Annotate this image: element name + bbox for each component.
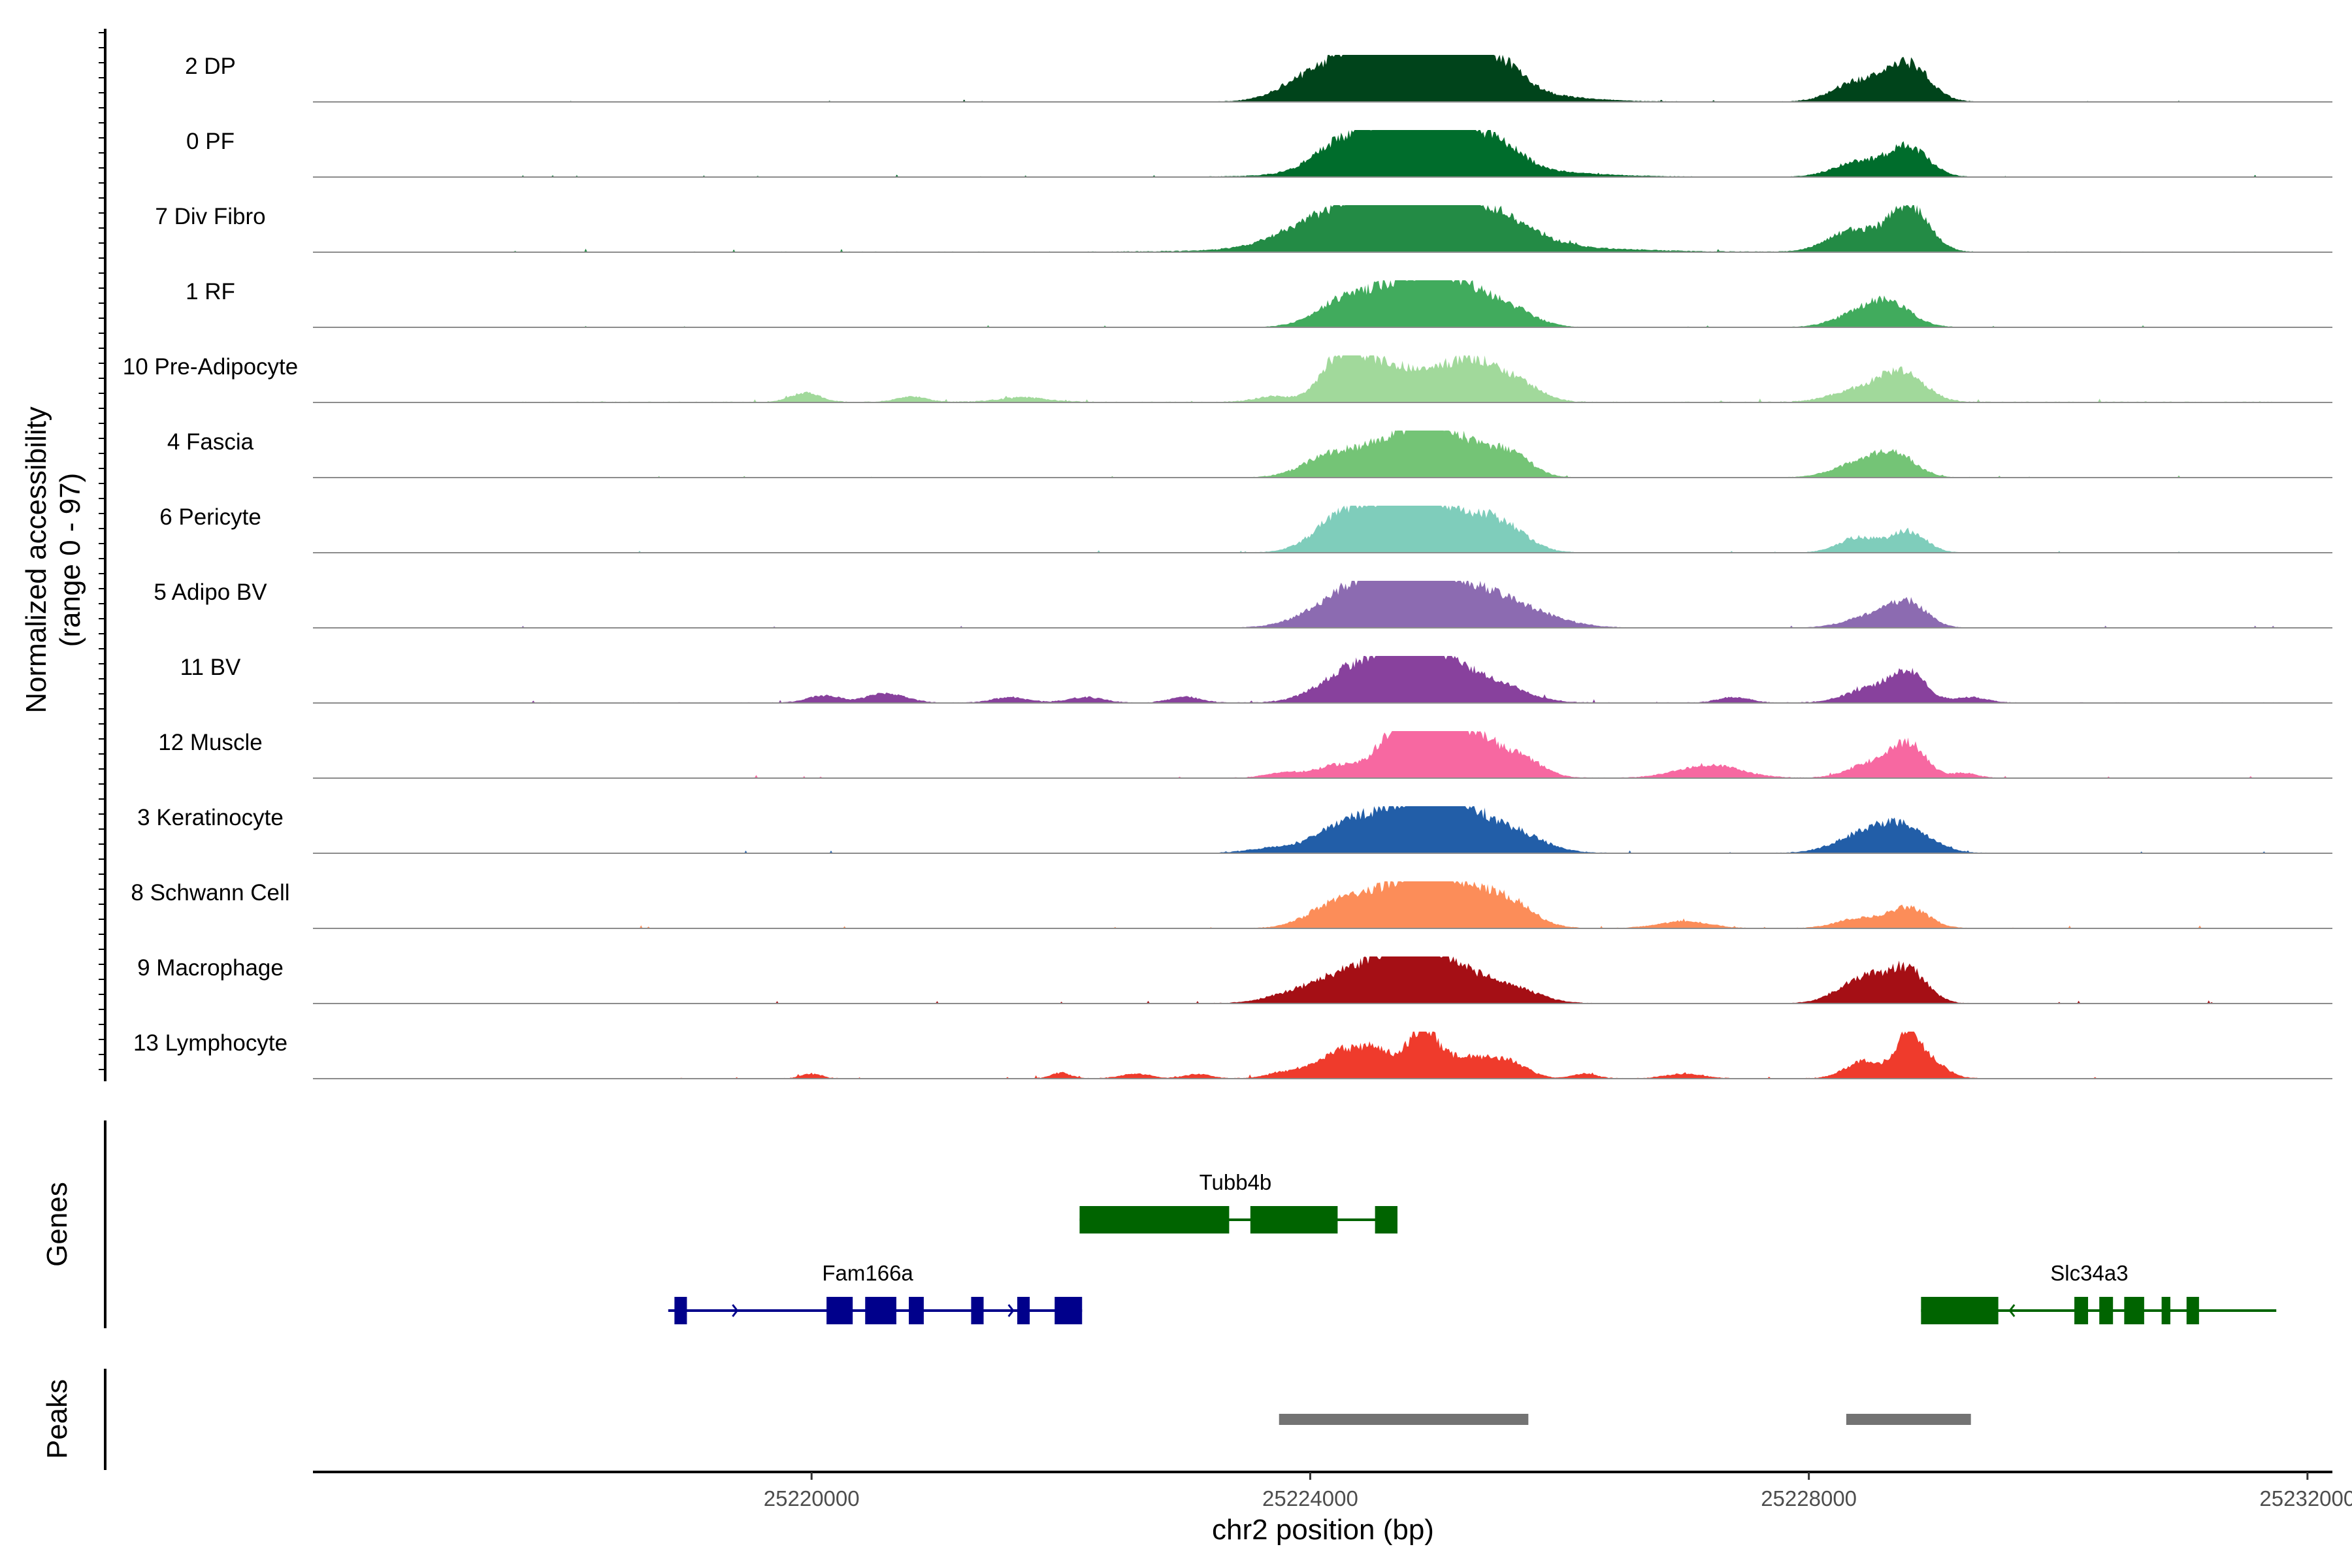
gene-exon — [2161, 1297, 2170, 1324]
gene-exon — [826, 1297, 853, 1324]
track-signal-area — [512, 130, 2283, 177]
track-11: 3 Keratinocyte — [137, 805, 2332, 854]
track-label: 13 Lymphocyte — [133, 1030, 287, 1056]
gene-exon — [2124, 1297, 2144, 1324]
track-label: 8 Schwann Cell — [131, 880, 289, 906]
track-signal-area — [512, 581, 2283, 628]
genes-panel-title: Genes — [41, 1182, 73, 1267]
x-axis-ticks: 25220000 25224000 25228000 25232000 — [764, 1472, 2352, 1511]
track-12: 8 Schwann Cell — [131, 880, 2332, 929]
track-label: 1 RF — [186, 279, 235, 304]
peak-region — [1279, 1414, 1529, 1425]
track-10: 12 Muscle — [158, 730, 2332, 779]
track-label: 11 BV — [180, 655, 241, 680]
gene-exon — [2099, 1297, 2114, 1324]
peak-regions — [1279, 1414, 1971, 1425]
track-label: 12 Muscle — [158, 730, 263, 755]
gene-annotations: Tubb4b Fam166a Slc34a3 — [668, 1170, 2277, 1324]
gene-label: Fam166a — [822, 1261, 913, 1285]
gene-slc34a3: Slc34a3 — [1921, 1261, 2277, 1324]
strand-arrow — [1007, 1304, 1015, 1317]
track-2: 0 PF — [186, 129, 2332, 178]
x-axis-title: chr2 position (bp) — [1212, 1514, 1434, 1546]
track-label: 9 Macrophage — [137, 955, 284, 981]
track-signal-area — [512, 731, 2283, 778]
track-label: 4 Fascia — [167, 429, 254, 455]
x-tick-label: 25228000 — [1761, 1486, 1857, 1511]
track-signal-area — [512, 55, 2283, 102]
track-label: 5 Adipo BV — [154, 580, 267, 605]
peak-region — [1846, 1414, 1971, 1425]
gene-exon — [1921, 1297, 1999, 1324]
track-signal-area — [512, 205, 2283, 252]
track-signal-area — [512, 506, 2283, 553]
gene-fam166a: Fam166a — [668, 1261, 1083, 1324]
coverage-y-axis-title: Normalized accessibility (range 0 - 97) — [20, 406, 86, 713]
gene-exon — [909, 1297, 924, 1324]
track-signal-area — [512, 431, 2283, 478]
gene-exon — [1054, 1297, 1083, 1324]
coverage-y-axis-ticks — [99, 32, 105, 1070]
y-axis-range-label: (range 0 - 97) — [54, 473, 86, 647]
x-tick-label: 25224000 — [1262, 1486, 1358, 1511]
x-tick-label: 25232000 — [2259, 1486, 2352, 1511]
track-label: 7 Div Fibro — [155, 204, 265, 229]
track-1: 2 DP — [185, 54, 2332, 103]
gene-label: Slc34a3 — [2050, 1261, 2128, 1285]
gene-exon — [1250, 1206, 1338, 1233]
track-signal-area — [512, 806, 2283, 853]
gene-exon — [674, 1297, 687, 1324]
track-14: 13 Lymphocyte — [133, 1030, 2332, 1079]
track-label: 2 DP — [185, 54, 236, 79]
track-signal-area — [512, 956, 2283, 1004]
track-label: 10 Pre-Adipocyte — [123, 354, 298, 380]
track-signal-area — [512, 355, 2283, 402]
y-axis-label: Normalized accessibility — [20, 406, 52, 713]
track-5: 10 Pre-Adipocyte — [123, 354, 2332, 403]
track-signal-area — [512, 1032, 2283, 1079]
peaks-panel-title: Peaks — [41, 1379, 73, 1459]
accessibility-tracks: 2 DP 0 PF 7 Div Fibro 1 RF 10 Pre-Adipocyte 4… — [123, 54, 2332, 1079]
gene-exon — [971, 1297, 984, 1324]
gene-label: Tubb4b — [1200, 1170, 1272, 1194]
track-label: 3 Keratinocyte — [137, 805, 284, 830]
gene-exon — [2186, 1297, 2199, 1324]
track-3: 7 Div Fibro — [155, 204, 2332, 253]
gene-exon — [1375, 1206, 1397, 1233]
x-tick-label: 25220000 — [764, 1486, 860, 1511]
track-signal-area — [512, 280, 2283, 327]
strand-arrow — [732, 1304, 739, 1317]
gene-exon — [1079, 1206, 1230, 1233]
track-8: 5 Adipo BV — [154, 580, 2332, 629]
track-9: 11 BV — [180, 655, 2332, 704]
strand-arrow — [2008, 1304, 2016, 1317]
track-7: 6 Pericyte — [159, 504, 2332, 553]
track-label: 6 Pericyte — [159, 504, 261, 530]
gene-exon — [2074, 1297, 2089, 1324]
gene-exon — [1017, 1297, 1030, 1324]
track-label: 0 PF — [186, 129, 235, 154]
track-signal-area — [512, 881, 2283, 928]
gene-tubb4b: Tubb4b — [1079, 1170, 1397, 1233]
track-4: 1 RF — [186, 279, 2332, 328]
gene-exon — [865, 1297, 896, 1324]
track-signal-area — [512, 656, 2283, 703]
track-13: 9 Macrophage — [137, 955, 2332, 1004]
track-6: 4 Fascia — [167, 429, 2332, 478]
